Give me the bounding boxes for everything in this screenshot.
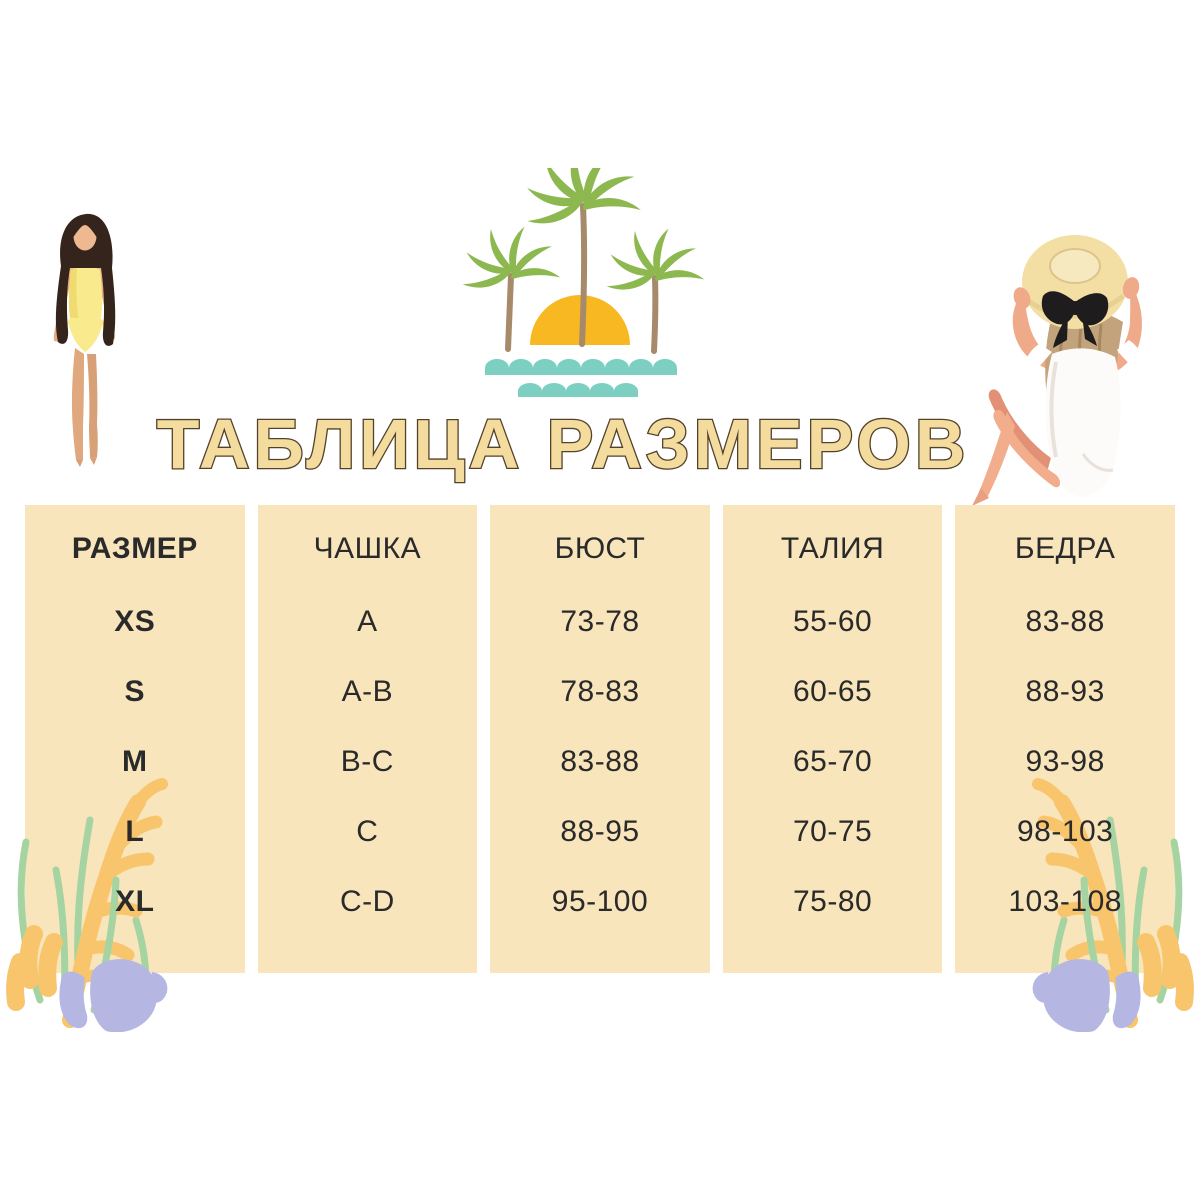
- palm-sunset-logo: [462, 168, 705, 397]
- page-title: ТАБЛИЦА РАЗМЕРОВ: [157, 405, 970, 483]
- wave-icon: [485, 359, 677, 375]
- foot: [972, 488, 989, 506]
- cell-hips-row2: 93-98: [1025, 745, 1105, 778]
- hair: [55, 213, 116, 346]
- column-header-hips: БЕДРА: [1014, 532, 1116, 565]
- column-hips: БЕДРА 83-88 88-93 93-98 98-103 103-108: [955, 505, 1175, 973]
- shin: [978, 412, 1015, 501]
- cell-cup-row3: C: [356, 815, 379, 848]
- hand: [1122, 277, 1140, 299]
- leg-left: [71, 348, 84, 460]
- foot: [76, 460, 83, 467]
- cell-cup-row0: A: [357, 605, 378, 638]
- column-header-bust: БЮСТ: [554, 532, 646, 565]
- hat-brim-shade: [1025, 294, 1125, 319]
- swimsuit-body: [1045, 348, 1121, 497]
- hand: [1013, 287, 1031, 309]
- swimsuit-top-shade: [68, 268, 79, 322]
- hat-crown: [1049, 248, 1101, 284]
- swimsuit-shade: [1049, 361, 1058, 458]
- cell-waist-row0: 55-60: [792, 605, 873, 638]
- palm-crown-center: [527, 168, 641, 224]
- cell-size-row0: XS: [114, 605, 156, 638]
- cell-hips-row3: 98-103: [1016, 815, 1114, 848]
- cell-cup-row2: B-C: [340, 745, 394, 778]
- column-size: РАЗМЕР XS S M L XL: [25, 505, 245, 973]
- column-waist: ТАЛИЯ 55-60 60-65 65-70 70-75 75-80: [722, 505, 943, 973]
- ruffle-left: [1023, 344, 1052, 380]
- bow-tail: [1082, 314, 1097, 346]
- woman-yellow-swimsuit-illustration: [53, 213, 116, 467]
- bow-knot: [1068, 301, 1082, 315]
- cell-bust-row2: 83-88: [560, 745, 640, 778]
- size-table: РАЗМЕР XS S M L XL ЧАШКА A A-B B-C C C-D…: [25, 505, 1175, 973]
- title-banner: ТАБЛИЦА РАЗМЕРОВ: [155, 404, 970, 485]
- column-header-waist: ТАЛИЯ: [780, 532, 885, 565]
- column-bust: БЮСТ 73-78 78-83 83-88 88-95 95-100: [490, 505, 710, 973]
- cell-bust-row1: 78-83: [560, 675, 640, 708]
- woman-straw-hat-illustration: [972, 235, 1145, 506]
- cell-size-row3: L: [125, 815, 145, 848]
- cell-hips-row4: 103-108: [1008, 885, 1122, 918]
- palm-crown-right: [606, 228, 705, 290]
- cell-size-row4: XL: [115, 885, 155, 918]
- leg-far: [988, 389, 1051, 472]
- wave-icon: [518, 383, 638, 397]
- cell-waist-row3: 70-75: [792, 815, 873, 848]
- cell-cup-row4: C-D: [339, 885, 395, 918]
- cell-size-row1: S: [124, 675, 146, 708]
- cell-bust-row3: 88-95: [560, 815, 640, 848]
- cell-waist-row1: 60-65: [792, 675, 873, 708]
- purple-fan-coral: [1032, 959, 1141, 1032]
- coral-seaweed-icon: [1032, 778, 1194, 1032]
- bikini-bottom: [68, 317, 103, 352]
- cell-waist-row4: 75-80: [792, 885, 873, 918]
- column-header-cup: ЧАШКА: [313, 532, 422, 565]
- ruffle-right: [1117, 340, 1145, 376]
- palm-trunk: [579, 203, 588, 347]
- cell-waist-row2: 65-70: [792, 745, 873, 778]
- cell-size-row2: M: [122, 745, 148, 778]
- bow-tail: [1053, 314, 1068, 348]
- cell-hips-row1: 88-93: [1025, 675, 1105, 708]
- purple-fan-coral: [59, 959, 168, 1032]
- column-header-size: РАЗМЕР: [71, 532, 198, 565]
- palm-crown-left: [462, 226, 561, 288]
- foot: [90, 457, 97, 465]
- palm-trunk: [651, 275, 659, 354]
- leg-right: [87, 354, 98, 458]
- cell-bust-row4: 95-100: [551, 885, 649, 918]
- cell-hips-row0: 83-88: [1025, 605, 1105, 638]
- cell-cup-row1: A-B: [341, 675, 394, 708]
- cell-bust-row0: 73-78: [560, 605, 640, 638]
- hair-fringe: [71, 219, 99, 239]
- coral-seaweed-icon: [6, 778, 168, 1032]
- swimsuit-shade: [1081, 453, 1114, 472]
- bow-loop: [1041, 291, 1075, 325]
- column-cup: ЧАШКА A A-B B-C C C-D: [257, 505, 478, 973]
- palm-trunk: [505, 273, 514, 352]
